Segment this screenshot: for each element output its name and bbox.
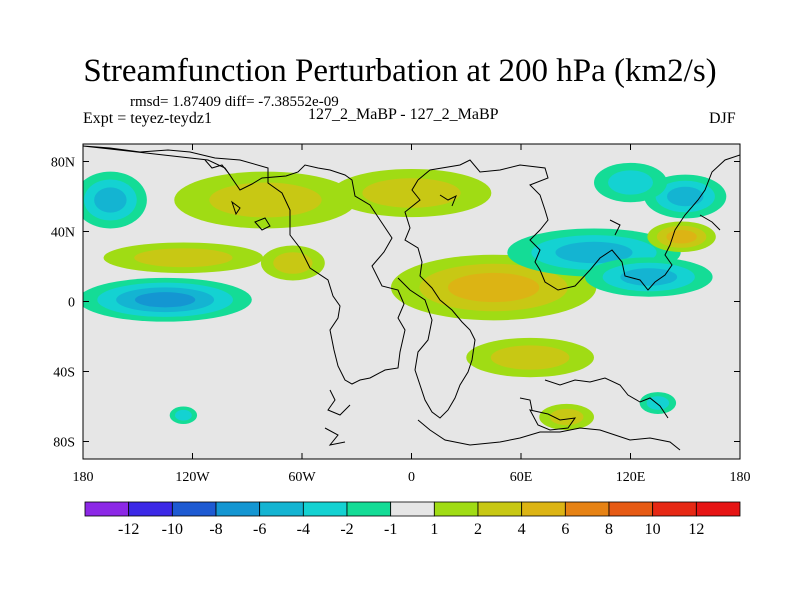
colorbar-swatch xyxy=(171,501,217,517)
colorbar-label: 2 xyxy=(474,521,482,538)
contour-band xyxy=(362,178,461,208)
contour-band xyxy=(667,186,704,207)
x-tick-label: 60E xyxy=(510,470,533,485)
colorbar-label: -10 xyxy=(162,521,183,538)
y-tick-label: 0 xyxy=(68,296,75,311)
anomaly-n-america-high xyxy=(174,171,357,229)
colorbar-label: 1 xyxy=(430,521,438,538)
x-tick-label: 120E xyxy=(616,470,646,485)
colorbar-swatch xyxy=(259,501,304,517)
anomaly-trop-atlantic-high xyxy=(260,245,325,281)
anomaly-s-pacific-low xyxy=(639,392,677,414)
x-tick-label: 180 xyxy=(73,470,94,485)
season-label: DJF xyxy=(709,110,736,127)
case-label: 127_2_MaBP - 127_2_MaBP xyxy=(308,106,499,123)
x-axis: 180 120W 60W 0 60E 120E 180 xyxy=(73,144,751,485)
y-tick-label: 40S xyxy=(53,366,75,381)
colorbar-label: -6 xyxy=(253,521,266,538)
x-tick-label: 120W xyxy=(175,470,210,485)
contour-field xyxy=(83,162,727,431)
colorbar: -12 -10 -8 -6 -4 -2 -1 1 2 4 6 8 10 12 xyxy=(84,501,741,538)
colorbar-swatch xyxy=(390,501,435,517)
colorbar-swatch xyxy=(695,501,741,517)
anomaly-n-pacific-low xyxy=(83,171,147,229)
contour-band xyxy=(273,252,313,274)
colorbar-swatch xyxy=(215,501,261,517)
colorbar-swatch xyxy=(521,501,566,517)
colorbar-swatch xyxy=(652,501,697,517)
colorbar-label: -12 xyxy=(118,521,139,538)
contour-band xyxy=(555,241,633,264)
anomaly-w-pacific-low xyxy=(584,257,713,297)
colorbar-swatch xyxy=(128,501,173,517)
colorbar-label: -2 xyxy=(340,521,353,538)
colorbar-swatch xyxy=(84,501,130,517)
colorbar-label: 8 xyxy=(605,521,613,538)
x-tick-label: 0 xyxy=(408,470,415,485)
colorbar-label: 6 xyxy=(561,521,569,538)
contour-band xyxy=(448,272,540,303)
anomaly-s-ocean-high xyxy=(539,403,594,431)
anomaly-mid-pacific-high xyxy=(103,242,264,274)
contour-band xyxy=(94,187,127,213)
chart-title: Streamfunction Perturbation at 200 hPa (… xyxy=(83,53,717,89)
colorbar-swatch xyxy=(346,501,392,517)
colorbar-swatch xyxy=(564,501,610,517)
anomaly-trop-pacific-low xyxy=(83,277,252,322)
contour-band xyxy=(134,248,233,268)
anomaly-n-atlantic-high xyxy=(331,168,492,218)
anomaly-s-atlantic-low xyxy=(169,406,198,424)
colorbar-swatch xyxy=(433,501,479,517)
contour-band xyxy=(608,170,653,195)
y-tick-label: 40N xyxy=(51,226,75,241)
colorbar-swatch xyxy=(302,501,348,517)
y-tick-label: 80S xyxy=(53,436,75,451)
x-tick-label: 60W xyxy=(288,470,316,485)
contour-band xyxy=(134,292,196,308)
contour-band xyxy=(549,408,584,426)
colorbar-label: -4 xyxy=(297,521,310,538)
rmsd-subtitle: rmsd= 1.87409 diff= -7.38552e-09 xyxy=(130,94,339,110)
y-tick-label: 80N xyxy=(51,156,75,171)
x-tick-label: 180 xyxy=(730,470,751,485)
contour-band xyxy=(174,409,192,421)
colorbar-swatch xyxy=(608,501,654,517)
y-axis: 80N 40N 0 40S 80S xyxy=(51,156,740,451)
anomaly-japan-high xyxy=(647,221,716,253)
colorbar-swatch xyxy=(477,501,523,517)
contour-band xyxy=(620,268,678,286)
anomaly-indian-ocean-high xyxy=(466,337,594,378)
experiment-label: Expt = teyez-teydz1 xyxy=(83,110,212,127)
contour-band xyxy=(490,345,570,370)
colorbar-label: 12 xyxy=(688,521,704,538)
colorbar-label: -1 xyxy=(384,521,397,538)
colorbar-label: 10 xyxy=(645,521,661,538)
colorbar-label: -8 xyxy=(209,521,222,538)
anomaly-siberia-low-edge xyxy=(594,162,667,203)
contour-band xyxy=(209,182,322,218)
colorbar-label: 4 xyxy=(518,521,526,538)
coastlines xyxy=(83,145,740,451)
